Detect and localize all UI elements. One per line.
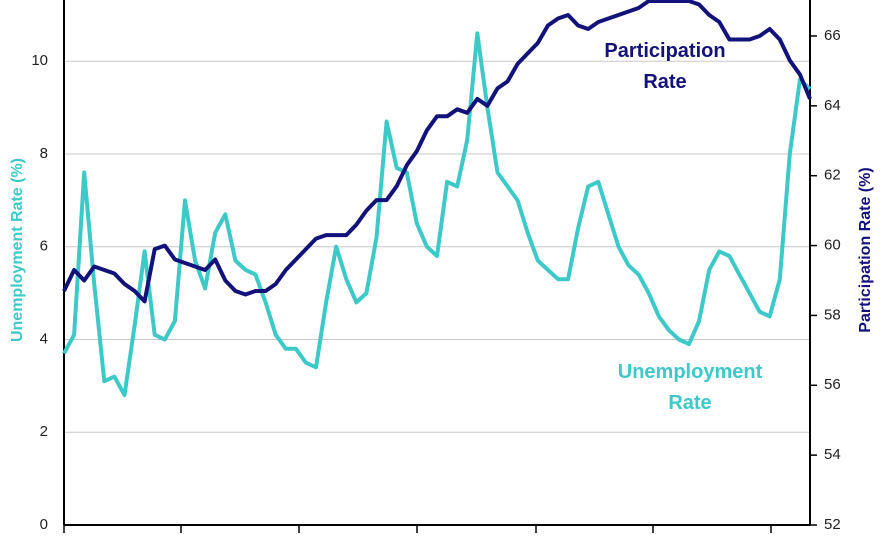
y2-tick-label: 52 [824, 516, 841, 533]
y2-tick-label: 56 [824, 376, 841, 393]
y-tick-label: 8 [40, 145, 48, 162]
y-tick-label: 0 [40, 516, 48, 533]
y2-tick-label: 54 [824, 446, 841, 463]
y-tick-label: 4 [40, 330, 48, 347]
unemployment-label: Unemployment Rate [617, 361, 763, 414]
y-axis-label: Unemployment Rate (%) [9, 158, 26, 342]
y2-tick-label: 66 [824, 27, 841, 44]
series-line [62, 0, 812, 304]
y2-tick-label: 58 [824, 306, 841, 323]
x-ticks [63, 525, 772, 533]
y2-axis-label: Participation Rate (%) [857, 167, 874, 332]
y-tick-label: 6 [40, 238, 48, 255]
y-tick-label: 2 [40, 423, 48, 440]
y2-tick-label: 62 [824, 167, 841, 184]
participation-label: Participation Rate [604, 40, 726, 93]
series-line [62, 31, 812, 398]
y2-tick-label: 60 [824, 237, 841, 254]
y2-tick-label: 64 [824, 97, 841, 114]
y-tick-label: 10 [31, 52, 48, 69]
